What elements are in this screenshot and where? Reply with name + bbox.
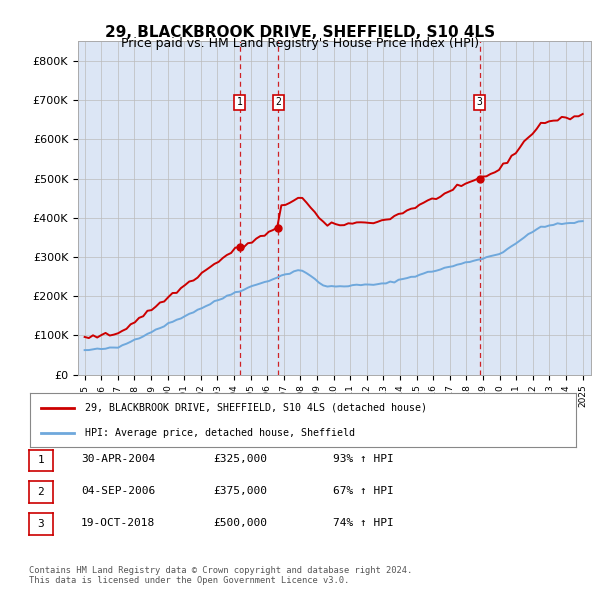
- Text: £375,000: £375,000: [213, 486, 267, 496]
- Text: 1: 1: [236, 97, 242, 107]
- Text: 74% ↑ HPI: 74% ↑ HPI: [333, 518, 394, 527]
- Text: 1: 1: [37, 455, 44, 465]
- Text: 04-SEP-2006: 04-SEP-2006: [81, 486, 155, 496]
- Text: 29, BLACKBROOK DRIVE, SHEFFIELD, S10 4LS: 29, BLACKBROOK DRIVE, SHEFFIELD, S10 4LS: [105, 25, 495, 40]
- Text: 29, BLACKBROOK DRIVE, SHEFFIELD, S10 4LS (detached house): 29, BLACKBROOK DRIVE, SHEFFIELD, S10 4LS…: [85, 402, 427, 412]
- Text: Price paid vs. HM Land Registry's House Price Index (HPI): Price paid vs. HM Land Registry's House …: [121, 37, 479, 50]
- Text: 93% ↑ HPI: 93% ↑ HPI: [333, 454, 394, 464]
- Text: £325,000: £325,000: [213, 454, 267, 464]
- Text: 2: 2: [37, 487, 44, 497]
- Text: £500,000: £500,000: [213, 518, 267, 527]
- Text: HPI: Average price, detached house, Sheffield: HPI: Average price, detached house, Shef…: [85, 428, 355, 438]
- Text: 3: 3: [476, 97, 482, 107]
- Text: 67% ↑ HPI: 67% ↑ HPI: [333, 486, 394, 496]
- Text: Contains HM Land Registry data © Crown copyright and database right 2024.
This d: Contains HM Land Registry data © Crown c…: [29, 566, 412, 585]
- Text: 30-APR-2004: 30-APR-2004: [81, 454, 155, 464]
- Text: 3: 3: [37, 519, 44, 529]
- Text: 2: 2: [275, 97, 281, 107]
- Text: 19-OCT-2018: 19-OCT-2018: [81, 518, 155, 527]
